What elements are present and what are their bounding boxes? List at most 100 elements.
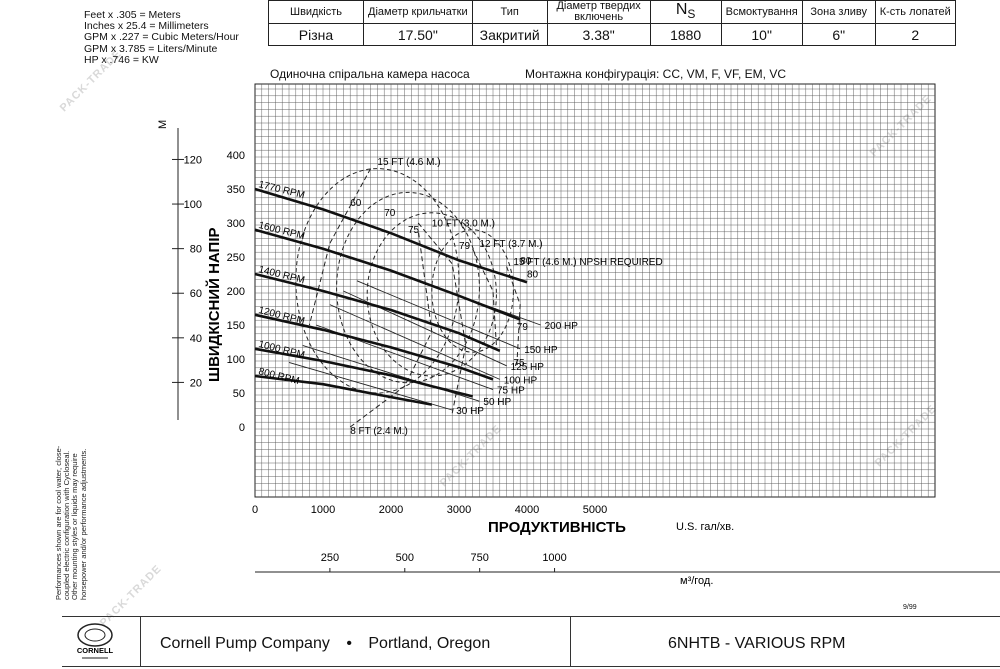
x2-axis-unit: м³/год. xyxy=(680,575,713,587)
y-tick-label: 100 xyxy=(227,354,245,366)
efficiency-curve xyxy=(336,191,480,384)
npsh-curves xyxy=(308,168,521,428)
npsh-label: 8 FT (2.4 M.) xyxy=(350,426,408,437)
conversion-line: HP x .746 = KW xyxy=(84,53,159,66)
rpm-curve xyxy=(254,228,521,321)
y-tick-label: 0 xyxy=(239,422,245,434)
spec-value-vanes: 2 xyxy=(874,23,956,46)
rpm-curve-label: 1600 RPM xyxy=(257,220,306,242)
efficiency-curve xyxy=(366,212,497,377)
date-code: 9/99 xyxy=(903,604,917,611)
hp-line-label: 100 HP xyxy=(504,375,538,386)
unit-conversions: Feet x .305 = Meters Inches x 25.4 = Mil… xyxy=(84,9,239,66)
x-axis-title: ПРОДУКТИВНІСТЬ xyxy=(488,519,626,536)
rpm-curve xyxy=(254,374,433,406)
footer-top-rule xyxy=(62,616,1000,617)
npsh-label: 12 FT (3.7 M.) xyxy=(479,239,542,250)
footer-bullet: • xyxy=(346,635,352,652)
spec-value-type: Закритий xyxy=(471,23,548,46)
efficiency-curve xyxy=(295,168,460,394)
performance-disclaimer: Performances shown are for cool water, c… xyxy=(54,445,88,600)
npsh-label: 15 FT (4.6 M.) NPSH REQUIRED xyxy=(513,257,662,268)
y2-tick-label: 20 xyxy=(190,377,202,389)
x-axis-unit: U.S. гал/хв. xyxy=(676,521,734,533)
y-tick-label: 250 xyxy=(227,252,245,264)
chart-header-right: Монтажна конфігурація: CC, VM, F, VF, EM… xyxy=(525,67,786,81)
conversion-line: GPM x .227 = Cubic Meters/Hour xyxy=(84,31,239,44)
chart-header-left: Одиночна спіральна камера насоса xyxy=(270,67,470,81)
efficiency-label: 70 xyxy=(384,208,396,219)
y-tick-label: 200 xyxy=(227,286,245,298)
rpm-curve-label: 1400 RPM xyxy=(257,264,306,286)
company-city: Portland, Oregon xyxy=(368,635,491,652)
x-tick-label: 2000 xyxy=(379,504,403,516)
logo-text: CORNELL xyxy=(77,646,114,655)
npsh-curve xyxy=(308,168,372,326)
spec-value-speed: Різна xyxy=(268,23,364,46)
rpm-curve xyxy=(254,313,494,381)
axis-ticks: 0 1000 2000 3000 4000 5000 0 50 100 150 200 250 300 3… xyxy=(172,150,607,572)
y2-axis-title: M xyxy=(157,120,169,129)
rpm-curve xyxy=(254,187,528,284)
efficiency-label: 75 xyxy=(513,358,525,369)
y-tick-label: 50 xyxy=(233,388,245,400)
y2-tick-label: 100 xyxy=(184,199,202,211)
conversion-line: GPM x 3.785 = Liters/Minute xyxy=(84,42,218,55)
rpm-curve xyxy=(254,347,473,398)
y-tick-label: 150 xyxy=(227,320,245,332)
model-title: 6NHTB - VARIOUS RPM xyxy=(668,635,846,652)
x-tick-label: 4000 xyxy=(515,504,539,516)
efficiency-label: 79 xyxy=(459,241,471,252)
y-axis-title: ШВИДКІСНИЙ НАПІР xyxy=(205,227,223,382)
x-tick-label: 0 xyxy=(252,504,258,516)
chart-axes: ПРОДУКТИВНІСТЬ U.S. гал/хв. м³/год. ШВИД… xyxy=(157,120,1000,587)
npsh-curve xyxy=(417,222,467,414)
spec-table-value-row: Різна 17.50" Закритий 3.38" 1880 10" 6" … xyxy=(268,23,956,46)
hp-line-label: 200 HP xyxy=(545,321,579,332)
spec-table: Швидкість Діаметр крильчатки Тип Діаметр… xyxy=(268,0,956,46)
spec-header-type: Тип xyxy=(471,0,548,24)
y-tick-label: 300 xyxy=(227,218,245,230)
efficiency-label: 60 xyxy=(350,198,362,209)
efficiency-curve xyxy=(431,229,514,353)
npsh-curve xyxy=(472,248,497,346)
x2-tick-label: 1000 xyxy=(542,552,566,564)
spec-header-impeller: Діаметр крильчатки xyxy=(363,0,473,24)
footer-divider xyxy=(570,617,571,666)
hp-line xyxy=(329,304,500,380)
rpm-curve xyxy=(254,272,501,352)
efficiency-label: 79 xyxy=(517,322,529,333)
spec-value-solids: 3.38" xyxy=(546,23,651,46)
y2-tick-label: 120 xyxy=(184,154,202,166)
chart-grid xyxy=(254,83,936,498)
spec-header-speed: Швидкість xyxy=(268,0,364,24)
footer-company-line: Cornell Pump Company • Portland, Oregon xyxy=(160,635,490,653)
spec-value-suction: 10" xyxy=(720,23,803,46)
hp-line-label: 50 HP xyxy=(483,397,511,408)
rpm-curve-label: 800 RPM xyxy=(257,366,300,387)
hp-line-label: 75 HP xyxy=(497,386,525,397)
y-tick-label: 400 xyxy=(227,150,245,162)
rpm-curves xyxy=(254,187,528,406)
hp-line xyxy=(356,280,521,350)
x2-tick-label: 750 xyxy=(470,552,488,564)
npsh-label: 15 FT (4.6 M.) xyxy=(377,157,440,168)
hp-line-label: 125 HP xyxy=(511,362,545,373)
hp-line-label: 150 HP xyxy=(524,345,558,356)
spec-header-vanes: К-сть лопатей xyxy=(874,0,956,24)
x2-tick-label: 500 xyxy=(396,552,414,564)
x-tick-label: 3000 xyxy=(447,504,471,516)
x-tick-label: 5000 xyxy=(583,504,607,516)
hp-line-label: 30 HP xyxy=(456,406,484,417)
rpm-curve-label: 1200 RPM xyxy=(257,305,306,327)
efficiency-label: 75 xyxy=(408,225,420,236)
cornell-logo-icon: CORNELL xyxy=(77,623,114,659)
y2-tick-label: 80 xyxy=(190,244,202,256)
y2-tick-label: 60 xyxy=(190,288,202,300)
efficiency-label: 80 xyxy=(527,269,539,280)
company-name: Cornell Pump Company xyxy=(160,635,330,652)
spec-table-header-row: Швидкість Діаметр крильчатки Тип Діаметр… xyxy=(268,0,956,24)
x-tick-label: 1000 xyxy=(311,504,335,516)
x2-tick-label: 250 xyxy=(321,552,339,564)
